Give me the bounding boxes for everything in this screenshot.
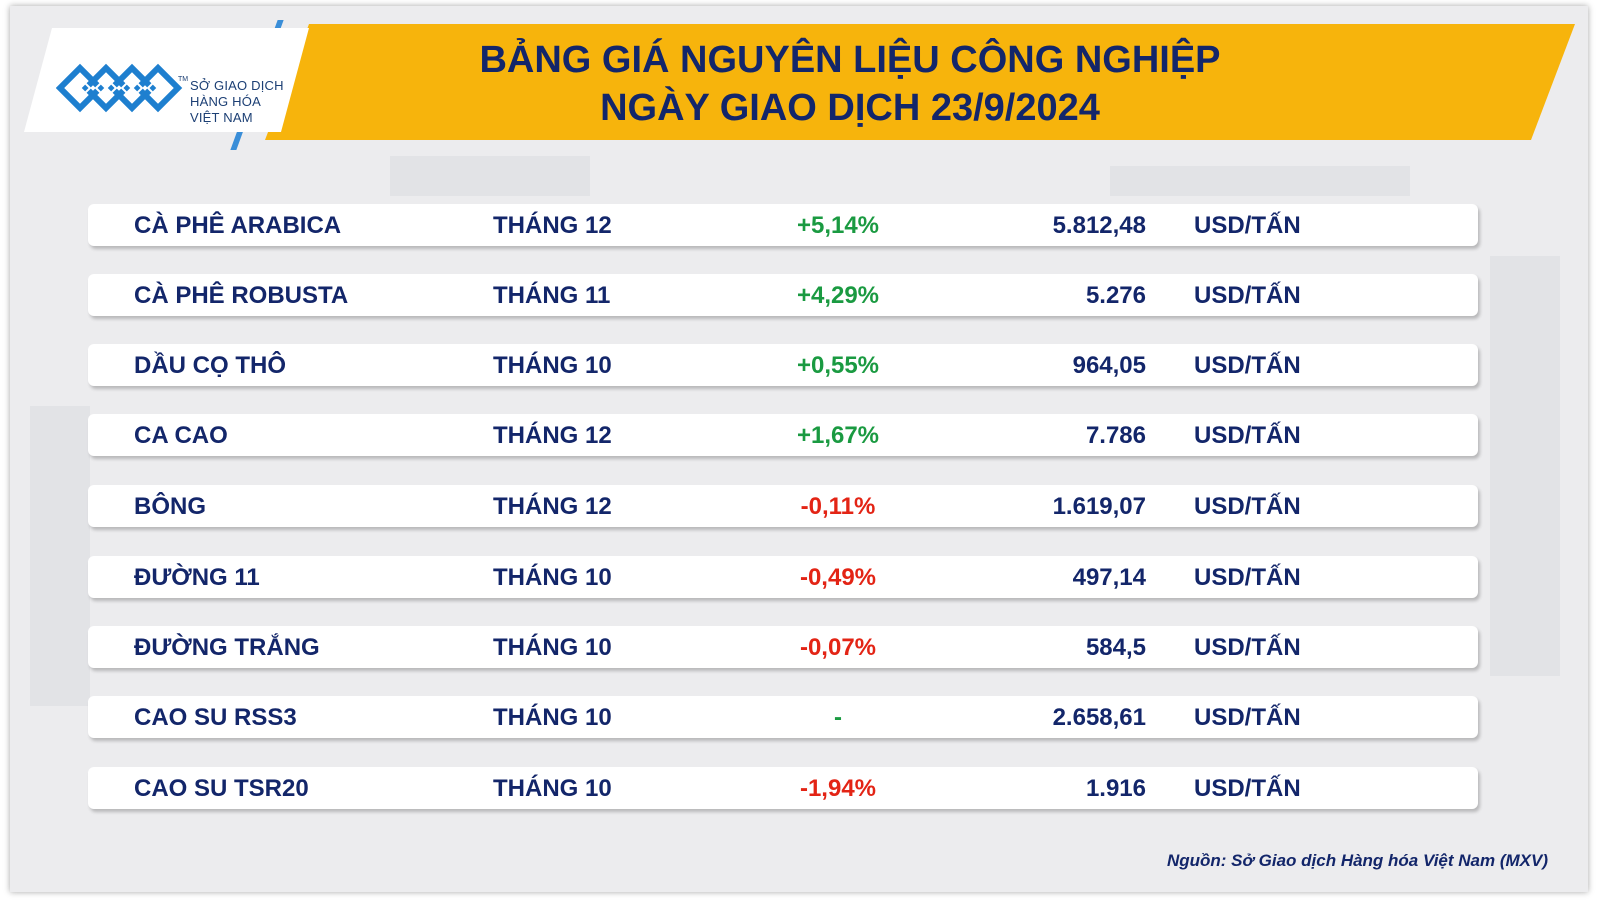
price-value: 7.786 [1085, 422, 1146, 449]
contract-month: THÁNG 12 [493, 493, 612, 520]
price-unit: USD/TẤN [1194, 564, 1301, 591]
commodity-name: DẦU CỌ THÔ [134, 352, 286, 379]
background-shape [1110, 166, 1410, 196]
logo-line: SỞ GIAO DỊCH [190, 78, 284, 93]
background-shape [30, 406, 90, 706]
commodity-name: ĐƯỜNG TRẮNG [134, 634, 320, 661]
table-row: ĐƯỜNG TRẮNG THÁNG 10 -0,07% 584,5 USD/TẤ… [88, 626, 1478, 668]
price-change: -0,49% [799, 564, 877, 591]
table-row: ĐƯỜNG 11 THÁNG 10 -0,49% 497,14 USD/TẤN [88, 556, 1478, 598]
source-note: Nguồn: Sở Giao dịch Hàng hóa Việt Nam (M… [1166, 851, 1548, 870]
price-value: 1.619,07 [1052, 493, 1146, 520]
logo-card: TM SỞ GIAO DỊCH HÀNG HÓA VIỆT NAM [24, 28, 309, 132]
contract-month: THÁNG 10 [493, 634, 612, 661]
price-change: - [834, 704, 842, 731]
price-unit: USD/TẤN [1194, 282, 1301, 309]
price-value: 584,5 [1085, 634, 1146, 661]
page-title: BẢNG GIÁ NGUYÊN LIỆU CÔNG NGHIỆP NGÀY GI… [310, 36, 1390, 132]
price-change: +0,55% [796, 352, 880, 379]
table-row: CÀ PHÊ ARABICA THÁNG 12 +5,14% 5.812,48 … [88, 204, 1478, 246]
price-value: 1.916 [1085, 775, 1146, 802]
commodity-name: CA CAO [134, 422, 228, 449]
price-change: -1,94% [799, 775, 877, 802]
price-unit: USD/TẤN [1194, 352, 1301, 379]
price-unit: USD/TẤN [1194, 775, 1301, 802]
commodity-name: CAO SU TSR20 [134, 775, 309, 802]
price-change: +5,14% [796, 212, 880, 239]
contract-month: THÁNG 10 [493, 704, 612, 731]
contract-month: THÁNG 10 [493, 352, 612, 379]
background-shape [390, 156, 590, 196]
background-shape [1490, 256, 1560, 676]
table-row: CAO SU RSS3 THÁNG 10 - 2.658,61 USD/TẤN [88, 696, 1478, 738]
title-line-2: NGÀY GIAO DỊCH 23/9/2024 [600, 87, 1100, 129]
price-value: 497,14 [1072, 564, 1146, 591]
commodity-name: CÀ PHÊ ARABICA [134, 212, 342, 239]
price-change: -0,07% [799, 634, 877, 661]
commodity-name: CAO SU RSS3 [134, 704, 297, 731]
commodity-name: ĐƯỜNG 11 [134, 564, 260, 591]
price-value: 2.658,61 [1052, 704, 1146, 731]
mxv-logo-icon [56, 63, 183, 113]
title-banner [265, 24, 1575, 140]
contract-month: THÁNG 12 [493, 212, 612, 239]
price-change: +4,29% [796, 282, 880, 309]
price-change: +1,67% [796, 422, 880, 449]
table-row: CÀ PHÊ ROBUSTA THÁNG 11 +4,29% 5.276 USD… [88, 274, 1478, 316]
logo-wordmark: SỞ GIAO DỊCH HÀNG HÓA VIỆT NAM [190, 78, 284, 126]
price-unit: USD/TẤN [1194, 212, 1301, 239]
infographic-frame: TM SỞ GIAO DỊCH HÀNG HÓA VIỆT NAM BẢNG G… [10, 6, 1588, 892]
contract-month: THÁNG 10 [493, 775, 612, 802]
price-change: -0,11% [800, 493, 876, 520]
logo-line: VIỆT NAM [190, 110, 253, 125]
commodity-name: CÀ PHÊ ROBUSTA [134, 282, 349, 309]
price-unit: USD/TẤN [1194, 704, 1301, 731]
commodity-name: BÔNG [134, 493, 206, 520]
price-value: 5.276 [1085, 282, 1146, 309]
table-row: BÔNG THÁNG 12 -0,11% 1.619,07 USD/TẤN [88, 485, 1478, 527]
table-row: CA CAO THÁNG 12 +1,67% 7.786 USD/TẤN [88, 414, 1478, 456]
table-row: DẦU CỌ THÔ THÁNG 10 +0,55% 964,05 USD/TẤ… [88, 344, 1478, 386]
table-row: CAO SU TSR20 THÁNG 10 -1,94% 1.916 USD/T… [88, 767, 1478, 809]
contract-month: THÁNG 12 [493, 422, 612, 449]
price-value: 964,05 [1072, 352, 1146, 379]
logo-line: HÀNG HÓA [190, 94, 261, 109]
price-unit: USD/TẤN [1194, 634, 1301, 661]
price-unit: USD/TẤN [1194, 493, 1301, 520]
trademark-mark: TM [178, 76, 189, 83]
contract-month: THÁNG 11 [493, 282, 611, 309]
price-value: 5.812,48 [1052, 212, 1146, 239]
price-unit: USD/TẤN [1194, 422, 1301, 449]
contract-month: THÁNG 10 [493, 564, 612, 591]
title-line-1: BẢNG GIÁ NGUYÊN LIỆU CÔNG NGHIỆP [479, 39, 1221, 81]
